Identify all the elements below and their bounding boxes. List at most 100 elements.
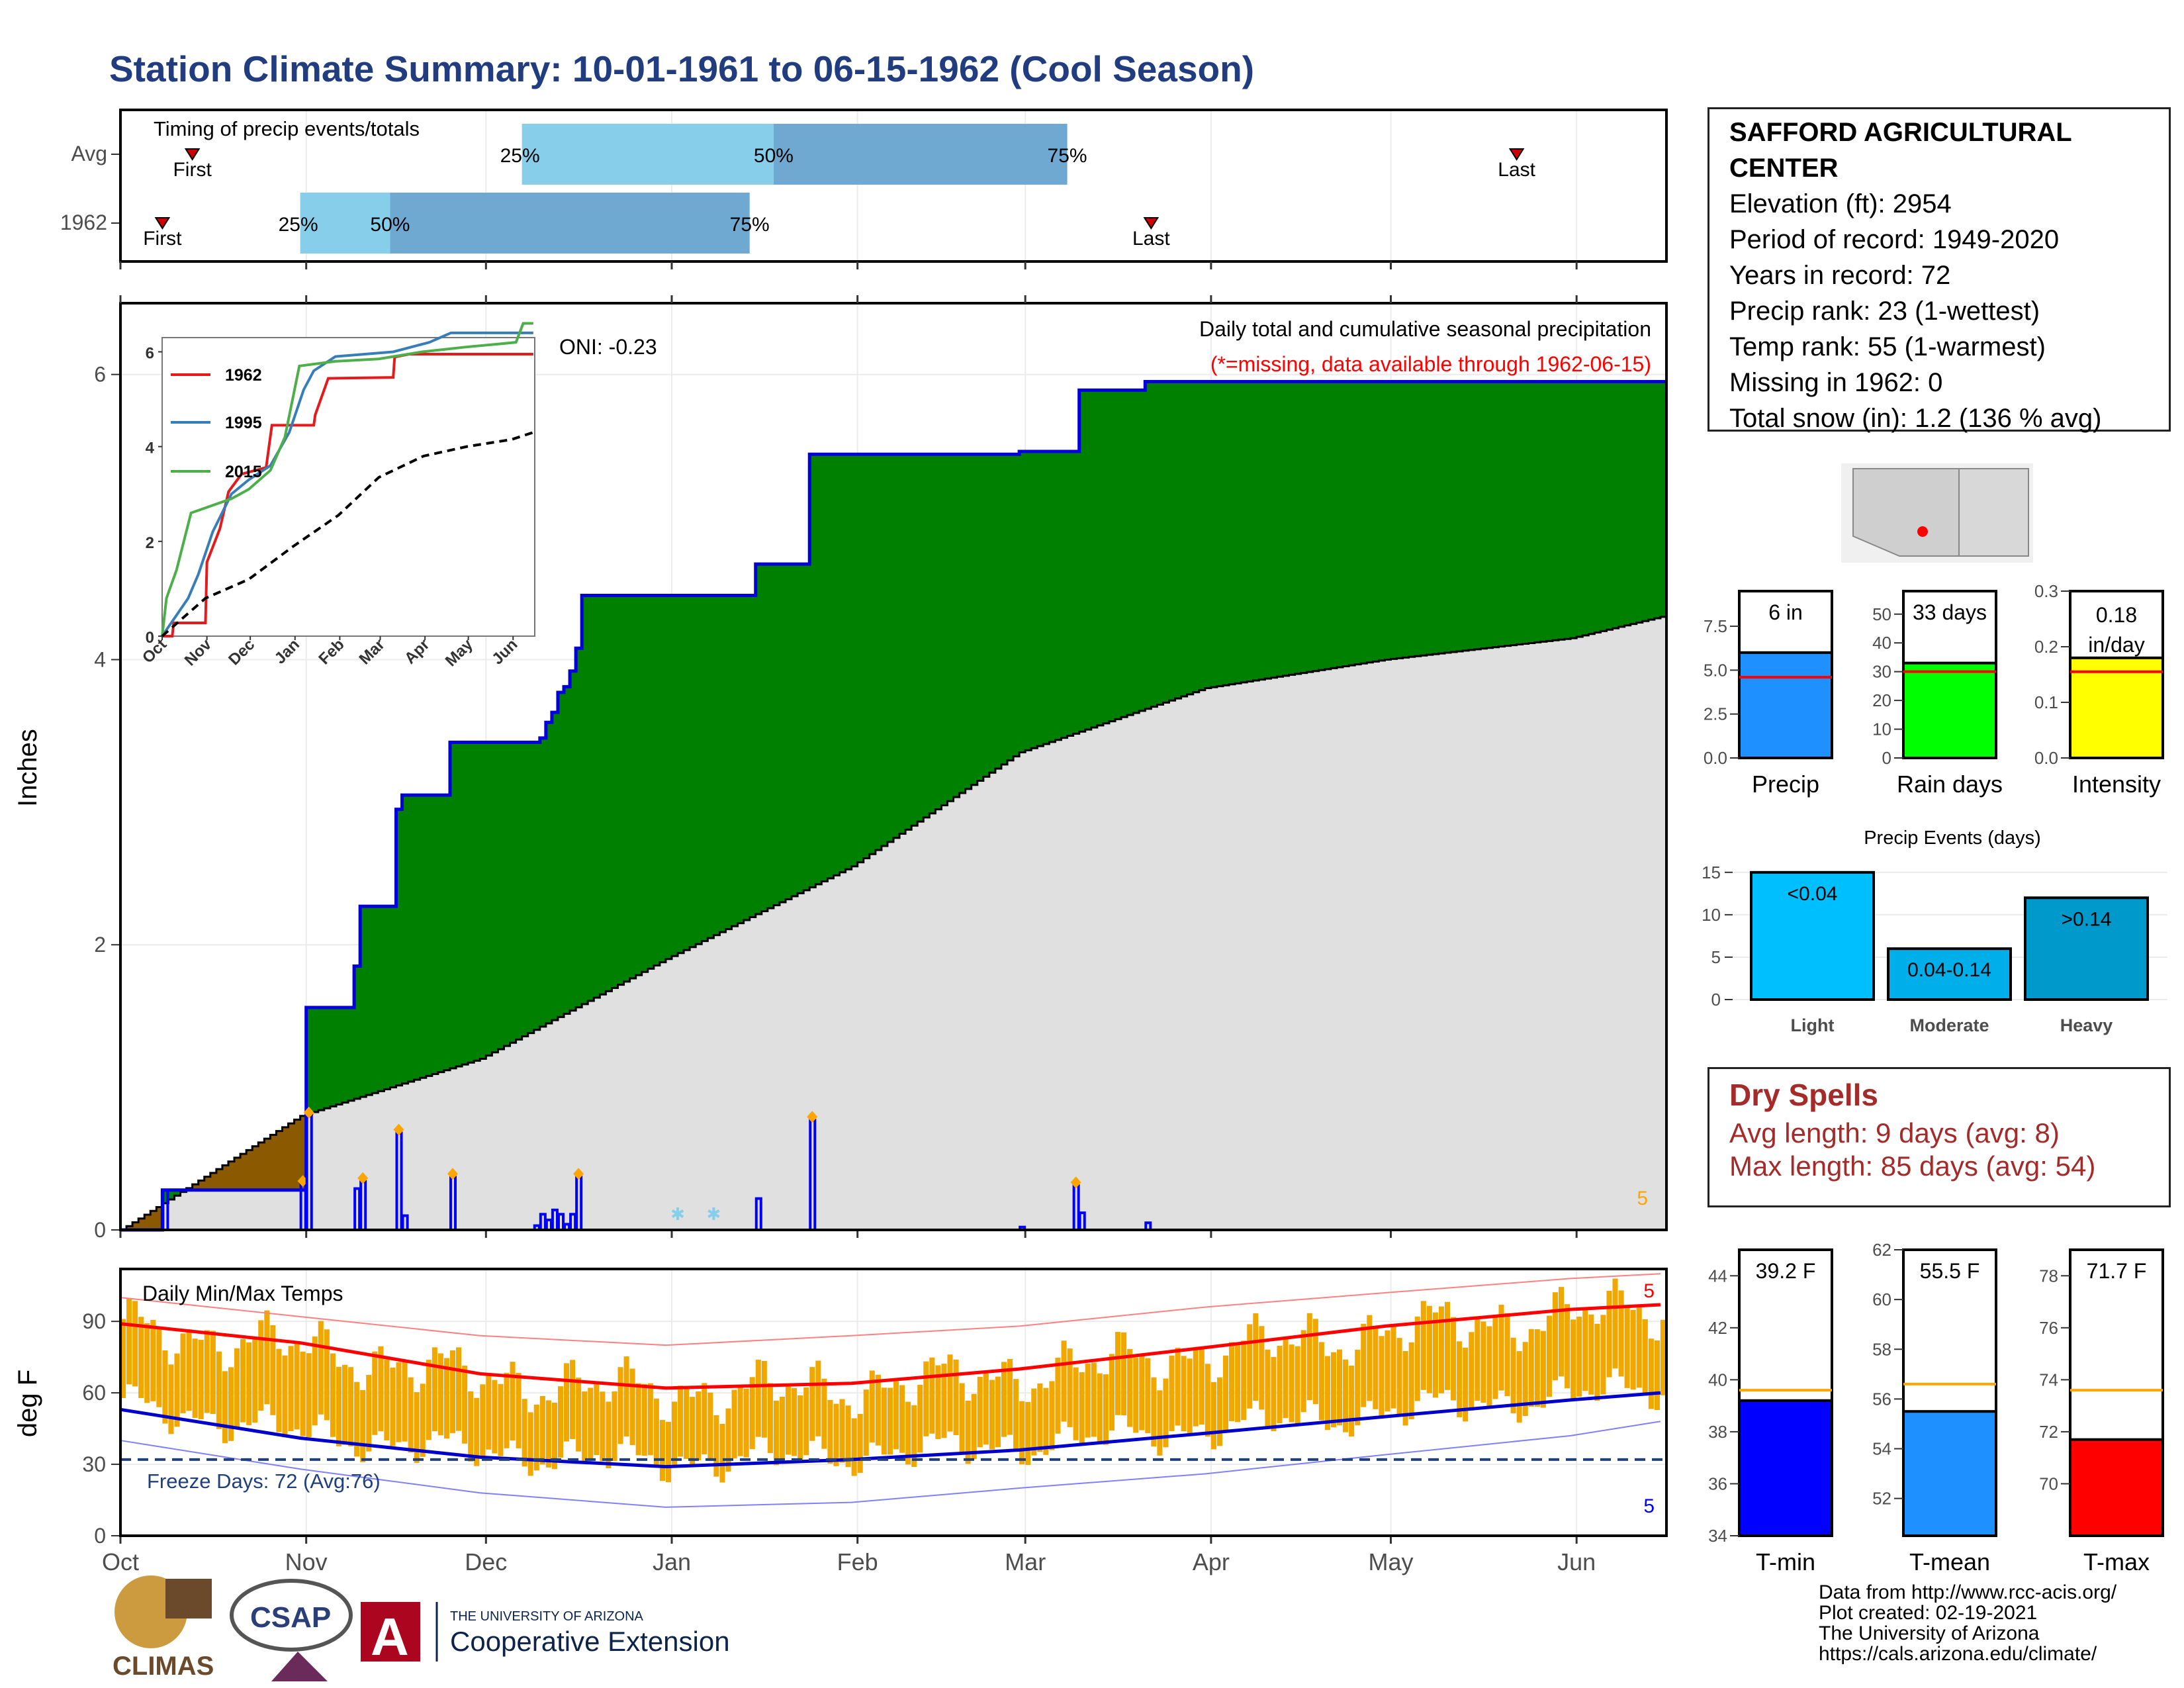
- daily-temp-bar: [180, 1333, 186, 1414]
- temp-y-tick-label: 0: [94, 1524, 106, 1548]
- inset-y-tick-label: 2: [146, 534, 154, 552]
- credit-line: https://cals.arizona.edu/climate/: [1819, 1643, 2097, 1665]
- tmean-y-tick-label: 58: [1872, 1339, 1891, 1359]
- events-category-label: Moderate: [1909, 1015, 1989, 1035]
- daily-temp-bar: [797, 1395, 803, 1462]
- events-y-tick-label: 5: [1711, 947, 1721, 967]
- heavy-precip-marker: [807, 1111, 818, 1123]
- daily-temp-bar: [1594, 1323, 1600, 1401]
- daily-temp-bar: [1324, 1356, 1330, 1430]
- rain_days-y-tick-label: 50: [1872, 604, 1891, 624]
- climas-logo-text: CLIMAS: [113, 1652, 214, 1681]
- daily-temp-bar: [126, 1298, 132, 1385]
- events-category-label: Heavy: [2060, 1015, 2113, 1035]
- daily-temp-bar: [432, 1347, 437, 1432]
- daily-temp-bar: [737, 1386, 743, 1456]
- daily-temp-bar: [1510, 1337, 1516, 1413]
- heavy-precip-marker: [303, 1106, 314, 1119]
- temp-x-tick-label: May: [1368, 1548, 1413, 1575]
- daily-temp-bar: [1259, 1326, 1265, 1410]
- daily-temp-bar: [1037, 1383, 1043, 1452]
- daily-temp-bar: [144, 1323, 150, 1403]
- daily-temp-bar: [150, 1319, 156, 1401]
- credit-line: Plot created: 02-19-2021: [1819, 1602, 2038, 1624]
- daily-temp-bar: [414, 1392, 420, 1463]
- daily-temp-bar: [749, 1377, 755, 1450]
- map-arizona-shape: [1852, 468, 1960, 557]
- rain_days-y-tick-label: 40: [1872, 633, 1891, 653]
- daily-temp-bar: [851, 1418, 857, 1476]
- daily-temp-bar: [1175, 1347, 1181, 1426]
- daily-temp-bar: [1210, 1382, 1216, 1450]
- daily-temp-bar: [342, 1364, 348, 1445]
- page-title: Station Climate Summary: 10-01-1961 to 0…: [109, 48, 1255, 89]
- daily-temp-bar: [1396, 1338, 1402, 1417]
- daily-temp-bar: [1073, 1367, 1079, 1440]
- daily-temp-bar: [1061, 1340, 1067, 1422]
- temp-corner-bottom: 5: [1643, 1495, 1655, 1517]
- daily-temp-bar: [551, 1402, 557, 1470]
- events-y-tick-label: 15: [1702, 863, 1721, 882]
- daily-temp-bar: [1055, 1358, 1061, 1434]
- timing-label-75: 75%: [1048, 145, 1087, 167]
- rain_days-x-label: Rain days: [1897, 771, 2003, 798]
- timing-bar-q50-q75: [390, 193, 750, 254]
- daily-temp-bar: [420, 1383, 426, 1457]
- daily-temp-bar: [821, 1378, 827, 1449]
- events-y-tick-label: 0: [1711, 990, 1721, 1009]
- daily-temp-bar: [1025, 1401, 1031, 1466]
- snow-marker: ✱: [670, 1204, 685, 1224]
- daily-temp-bar: [696, 1391, 702, 1461]
- station-info-box: SAFFORD AGRICULTURAL CENTER Elevation (f…: [1707, 107, 2171, 433]
- daily-temp-bar: [1318, 1342, 1324, 1421]
- daily-temp-bar: [1337, 1349, 1343, 1426]
- timing-first-label: First: [173, 159, 212, 181]
- daily-temp-bar: [1361, 1323, 1367, 1407]
- tmax-y-tick-label: 78: [2039, 1266, 2058, 1286]
- intensity-value-bar: [2069, 656, 2164, 759]
- temp-x-tick-label: Apr: [1193, 1548, 1230, 1575]
- daily-temp-bar: [324, 1329, 330, 1421]
- cumulative-panel-border: [119, 302, 1668, 1231]
- daily-temp-bar: [1043, 1387, 1049, 1455]
- inset-y-tick-label: 6: [146, 344, 154, 362]
- daily-temp-bar: [1031, 1388, 1037, 1456]
- station-name: SAFFORD AGRICULTURAL CENTER: [1729, 118, 2071, 183]
- map-neighbor-shape: [1958, 468, 2029, 557]
- daily-temp-bar: [623, 1356, 629, 1437]
- daily-temp-bar: [953, 1359, 959, 1436]
- daily-temp-bar: [875, 1374, 881, 1446]
- tmax-y-tick-label: 70: [2039, 1474, 2058, 1493]
- daily-temp-bar: [138, 1317, 144, 1398]
- daily-temp-bar: [1463, 1347, 1469, 1422]
- tmean-y-tick-label: 62: [1872, 1240, 1891, 1260]
- daily-temp-bar: [1534, 1329, 1540, 1407]
- daily-temp-bar: [863, 1389, 869, 1456]
- temp-y-tick-label: 30: [82, 1452, 106, 1476]
- daily-temp-bar: [1654, 1340, 1660, 1411]
- dry-spells-title: Dry Spells: [1729, 1078, 1878, 1112]
- daily-temp-bar: [504, 1372, 510, 1448]
- events-bar: [2024, 896, 2149, 1001]
- tmin-y-tick-label: 44: [1708, 1266, 1727, 1286]
- timing-panel-border: [119, 109, 1668, 263]
- tmean-x-label: T-mean: [1909, 1548, 1990, 1575]
- timing-title: Timing of precip events/totals: [154, 117, 420, 140]
- daily-temp-bar: [707, 1392, 713, 1461]
- daily-temp-bar: [995, 1376, 1001, 1448]
- avg-min-line: [120, 1391, 1661, 1469]
- daily-temp-bar: [1402, 1351, 1408, 1426]
- normal-cumulative-line: [120, 616, 1666, 1231]
- daily-temp-bar: [606, 1401, 612, 1468]
- daily-temp-bar: [761, 1360, 767, 1438]
- daily-temp-bar: [1247, 1324, 1253, 1409]
- daily-temp-bar: [564, 1363, 570, 1442]
- rain_days-y-tick-label: 10: [1872, 720, 1891, 739]
- daily-temp-bar: [1277, 1345, 1283, 1424]
- csap-cloud-icon: [230, 1579, 353, 1652]
- tmean-y-tick-label: 54: [1872, 1439, 1891, 1459]
- daily-temp-bar: [702, 1383, 707, 1454]
- daily-temp-bar: [1588, 1314, 1594, 1395]
- daily-temp-bar: [1516, 1351, 1522, 1423]
